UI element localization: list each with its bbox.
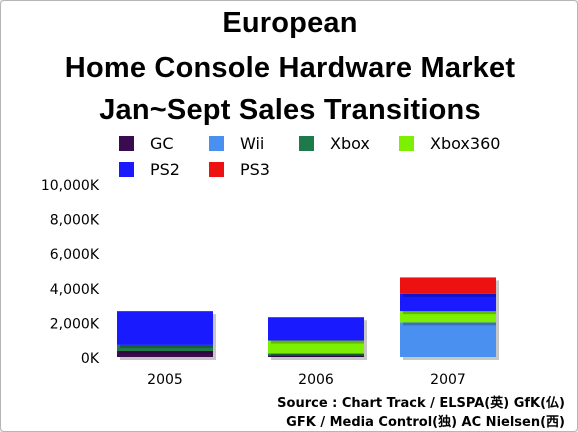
x-tick-label: 2006 (298, 372, 334, 388)
y-tick-label: 2,000K (50, 316, 100, 332)
legend-item-xbox: Xbox (299, 134, 389, 154)
bar-shadow (271, 356, 367, 359)
y-tick-label: 8,000K (50, 213, 100, 229)
x-tick-label: 2007 (430, 372, 466, 388)
bar-segment-xbox-2006 (268, 353, 364, 356)
legend-swatch-ps2 (119, 162, 134, 177)
bar-segment-gc-2005 (117, 350, 213, 357)
legend-label-ps2: PS2 (150, 160, 180, 179)
bar-segment-xbox360-2007 (400, 311, 496, 323)
bar-segment-xbox360-2006 (268, 340, 364, 354)
source-note-line-2: GFK / Media Control(独) AC Nielsen(西) (286, 415, 565, 430)
bar-segment-xbox-2005 (117, 344, 213, 351)
bar-segment-ps2-2006 (268, 317, 364, 341)
legend-swatch-gc (119, 136, 134, 151)
bar-segment-wii-2007 (400, 322, 496, 357)
legend-swatch-wii (209, 136, 224, 151)
legend-swatch-ps3 (209, 162, 224, 177)
y-axis: 0K 2,000K 4,000K 6,000K 8,000K 10,000K (41, 178, 100, 367)
y-tick-label: 6,000K (50, 247, 100, 263)
chart-title-line-2: Home Console Hardware Market (64, 52, 516, 84)
chart-title-line-3: Jan~Sept Sales Transitions (99, 94, 481, 126)
source-note-line-1: Source : Chart Track / ELSPA(英) GfK(仏) (277, 396, 565, 411)
bar-segment-ps3-2007 (400, 277, 496, 294)
bar-segment-ps2-2007 (400, 293, 496, 312)
bar-segment-ps2-2005 (117, 311, 213, 345)
legend-label-wii: Wii (240, 134, 265, 153)
legend-item-gc: GC (119, 134, 199, 154)
legend-label-gc: GC (150, 134, 174, 153)
bar-shadow (271, 358, 367, 360)
legend-label-xbox: Xbox (330, 134, 370, 153)
y-tick-label: 4,000K (50, 282, 100, 298)
y-tick-label: 0K (81, 351, 100, 367)
legend-label-ps3: PS3 (240, 160, 270, 179)
legend-item-ps3: PS3 (209, 160, 289, 180)
chart-title-line-1: European (222, 7, 358, 39)
x-tick-label: 2005 (147, 372, 183, 388)
legend-item-ps2: PS2 (119, 160, 199, 180)
legend-swatch-xbox (299, 136, 314, 151)
bars (117, 277, 499, 360)
y-tick-label: 10,000K (41, 178, 100, 194)
legend-swatch-xbox360 (399, 136, 414, 151)
legend-item-xbox360: Xbox360 (399, 134, 519, 154)
legend-label-xbox360: Xbox360 (430, 134, 501, 153)
legend-item-wii: Wii (209, 134, 289, 154)
bar-segment-gc-2006 (268, 355, 364, 357)
x-axis: 2005 2006 2007 (147, 372, 466, 388)
